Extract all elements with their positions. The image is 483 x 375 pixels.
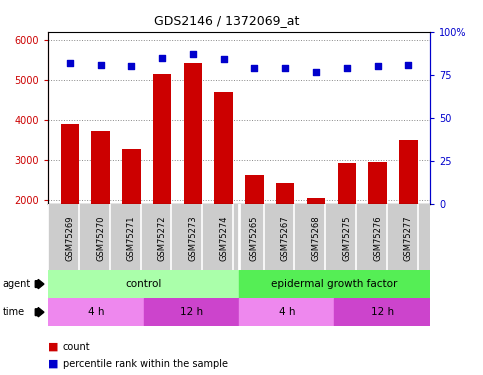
Point	[282, 65, 289, 71]
Text: 4 h: 4 h	[88, 307, 104, 317]
Bar	[245, 176, 264, 280]
Text: 12 h: 12 h	[180, 307, 203, 317]
Bar	[214, 93, 233, 280]
Bar	[399, 140, 418, 280]
Text: ■: ■	[48, 342, 59, 352]
Text: GSM75267: GSM75267	[281, 216, 290, 261]
Text: GSM75271: GSM75271	[127, 216, 136, 261]
Text: GSM75270: GSM75270	[96, 216, 105, 261]
Text: GSM75268: GSM75268	[312, 216, 321, 261]
Bar	[153, 74, 171, 280]
Point	[97, 62, 104, 68]
Text: GSM75276: GSM75276	[373, 216, 382, 261]
Text: percentile rank within the sample: percentile rank within the sample	[63, 359, 228, 369]
Bar	[91, 131, 110, 280]
Text: GSM75277: GSM75277	[404, 216, 413, 261]
Bar	[338, 164, 356, 280]
Point	[251, 65, 258, 71]
Text: GSM75265: GSM75265	[250, 216, 259, 261]
Text: time: time	[2, 307, 25, 317]
Bar	[122, 148, 141, 280]
Bar	[239, 298, 335, 326]
Text: epidermal growth factor: epidermal growth factor	[271, 279, 398, 289]
Text: GSM75274: GSM75274	[219, 216, 228, 261]
Text: ■: ■	[48, 359, 59, 369]
Bar	[48, 270, 239, 298]
Bar	[60, 124, 79, 280]
Bar	[48, 298, 144, 326]
Text: GSM75275: GSM75275	[342, 216, 351, 261]
Text: GDS2146 / 1372069_at: GDS2146 / 1372069_at	[155, 14, 299, 27]
Point	[66, 60, 74, 66]
Point	[374, 63, 382, 69]
Point	[343, 65, 351, 71]
Point	[220, 57, 227, 63]
Text: control: control	[126, 279, 162, 289]
Text: count: count	[63, 342, 90, 352]
Bar	[184, 63, 202, 280]
Point	[312, 69, 320, 75]
Point	[404, 62, 412, 68]
Text: GSM75269: GSM75269	[65, 216, 74, 261]
Bar	[276, 183, 295, 280]
Bar	[369, 162, 387, 280]
Point	[158, 55, 166, 61]
Bar	[307, 198, 325, 280]
Text: GSM75272: GSM75272	[157, 216, 167, 261]
Text: 4 h: 4 h	[279, 307, 295, 317]
Bar	[239, 270, 430, 298]
Bar	[144, 298, 239, 326]
Text: 12 h: 12 h	[370, 307, 394, 317]
Bar	[335, 298, 430, 326]
Point	[189, 51, 197, 57]
Text: agent: agent	[2, 279, 30, 289]
Point	[128, 63, 135, 69]
Text: GSM75273: GSM75273	[188, 216, 198, 261]
